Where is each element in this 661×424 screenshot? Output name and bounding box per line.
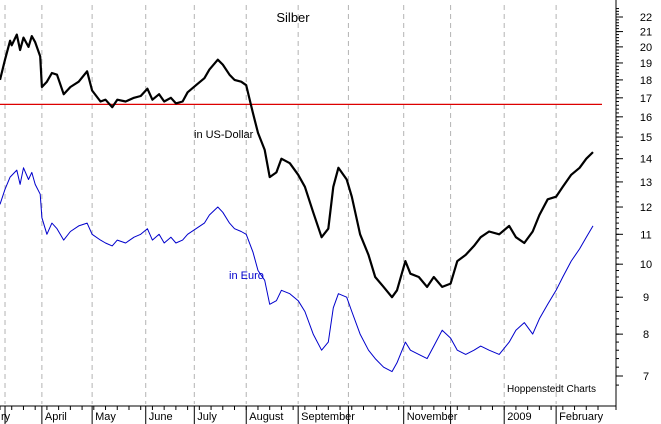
x-tick-label: June xyxy=(149,411,173,423)
x-tick-label: May xyxy=(95,411,116,423)
x-tick-label: ry xyxy=(1,411,11,423)
x-tick-label: November xyxy=(407,411,458,423)
series-label-usd: in US-Dollar xyxy=(194,129,254,141)
y-tick-label: 10 xyxy=(640,259,652,271)
x-axis: ry April May June July August September Novembe… xyxy=(0,405,616,424)
y-tick-label: 20 xyxy=(640,42,652,54)
chart-credit: Hoppenstedt Charts xyxy=(507,384,596,395)
series-label-eur: in Euro xyxy=(229,270,264,282)
y-tick-label: 17 xyxy=(640,93,652,105)
series-line-usd xyxy=(0,33,594,299)
y-tick-label: 19 xyxy=(640,58,652,70)
chart-title: Silber xyxy=(276,10,310,25)
series-line-eur xyxy=(0,167,594,373)
y-tick-label: 7 xyxy=(643,371,649,383)
y-tick-label: 22 xyxy=(640,12,652,24)
x-tick-label: February xyxy=(559,411,604,423)
y-tick-label: 12 xyxy=(640,202,652,214)
x-tick-label: August xyxy=(249,411,283,423)
y-tick-label: 21 xyxy=(640,27,652,39)
x-tick-label: April xyxy=(45,411,67,423)
y-tick-label: 16 xyxy=(640,112,652,124)
vertical-gridlines xyxy=(4,5,557,404)
y-tick-label: 11 xyxy=(640,229,651,241)
x-tick-label: July xyxy=(197,411,217,423)
x-tick-label: September xyxy=(301,411,355,423)
y-tick-label: 13 xyxy=(640,177,652,189)
y-axis: 7 8 9 10 11 12 13 14 15 16 17 18 19 20 21 22 xyxy=(615,0,652,410)
x-tick-label: 2009 xyxy=(507,411,531,423)
series-layer xyxy=(0,33,594,373)
y-tick-label: 9 xyxy=(643,292,649,304)
y-tick-label: 15 xyxy=(640,132,652,144)
y-tick-label: 14 xyxy=(640,154,652,166)
y-tick-label: 18 xyxy=(640,75,652,87)
y-tick-label: 8 xyxy=(643,329,649,341)
